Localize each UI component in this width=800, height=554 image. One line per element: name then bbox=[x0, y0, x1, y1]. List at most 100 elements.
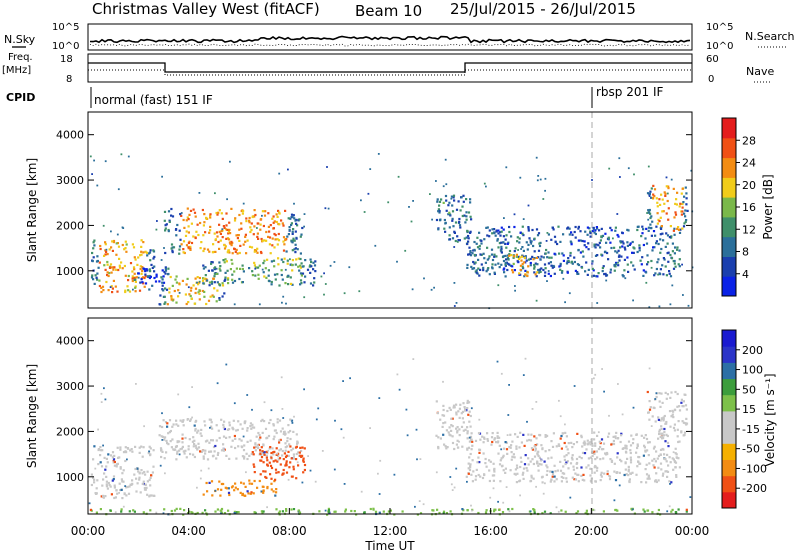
echo-cell bbox=[659, 435, 662, 439]
echo-cell bbox=[282, 240, 285, 243]
echo-cell bbox=[589, 443, 592, 446]
echo-cell bbox=[115, 253, 118, 256]
echo-cell bbox=[616, 233, 619, 237]
echo-cell bbox=[276, 418, 279, 421]
echo-cell bbox=[659, 233, 662, 236]
echo-cell bbox=[647, 226, 650, 229]
y-tick-label: 1000 bbox=[56, 265, 84, 278]
echo-cell bbox=[197, 446, 201, 449]
echo-cell bbox=[479, 253, 482, 256]
echo-cell bbox=[186, 216, 189, 219]
echo-cell bbox=[442, 380, 444, 383]
echo-cell bbox=[314, 260, 317, 263]
echo-cell bbox=[176, 452, 179, 455]
echo-cell bbox=[675, 474, 678, 477]
echo-cell bbox=[189, 418, 192, 421]
echo-cell bbox=[501, 511, 505, 514]
echo-cell bbox=[589, 474, 592, 477]
echo-cell bbox=[131, 479, 134, 482]
echo-cell bbox=[302, 459, 305, 462]
echo-cell bbox=[185, 244, 189, 247]
echo-cell bbox=[118, 257, 121, 260]
echo-cell bbox=[595, 226, 598, 229]
echo-cell bbox=[93, 445, 96, 448]
echo-cell bbox=[150, 494, 153, 497]
echo-cell bbox=[243, 422, 246, 425]
echo-cell bbox=[511, 265, 514, 268]
echo-cell bbox=[199, 477, 202, 480]
echo-cell bbox=[678, 231, 682, 234]
echo-cell bbox=[648, 477, 651, 480]
echo-cell bbox=[666, 441, 670, 444]
echo-cell bbox=[488, 235, 491, 238]
echo-cell bbox=[542, 492, 545, 495]
echo-cell bbox=[609, 241, 612, 244]
echo-cell bbox=[306, 268, 310, 271]
echo-cell bbox=[469, 463, 472, 466]
echo-cell bbox=[632, 251, 635, 254]
echo-cell bbox=[93, 244, 96, 247]
echo-cell bbox=[677, 228, 681, 231]
echo-cell bbox=[177, 424, 180, 427]
echo-cell bbox=[296, 224, 299, 227]
echo-cell bbox=[662, 239, 665, 242]
echo-cell bbox=[540, 255, 543, 258]
echo-cell bbox=[505, 486, 508, 488]
echo-cell bbox=[500, 247, 503, 251]
echo-cell bbox=[677, 440, 680, 444]
echo-cell bbox=[156, 220, 158, 222]
echo-cell bbox=[115, 242, 118, 245]
echo-cell bbox=[657, 218, 660, 221]
echo-cell bbox=[333, 261, 336, 263]
echo-cell bbox=[273, 246, 276, 249]
echo-cell bbox=[508, 230, 511, 234]
echo-cell bbox=[511, 269, 514, 272]
echo-cell bbox=[349, 377, 351, 380]
echo-cell bbox=[176, 223, 179, 227]
echo-cell bbox=[102, 224, 105, 227]
echo-cell bbox=[207, 467, 210, 470]
echo-cell bbox=[102, 494, 105, 497]
echo-cell bbox=[581, 239, 584, 243]
echo-cell bbox=[186, 419, 189, 421]
echo-cell bbox=[267, 235, 270, 238]
echo-cell bbox=[573, 478, 576, 481]
echo-cell bbox=[449, 408, 452, 411]
echo-cell bbox=[662, 416, 665, 419]
echo-cell bbox=[117, 188, 120, 191]
echo-cell bbox=[667, 260, 670, 263]
echo-cell bbox=[645, 281, 648, 284]
echo-cell bbox=[404, 249, 407, 252]
echo-cell bbox=[602, 265, 605, 268]
echo-cell bbox=[195, 230, 198, 233]
echo-cell bbox=[547, 251, 550, 254]
echo-cell bbox=[348, 266, 351, 269]
echo-cell bbox=[589, 467, 592, 470]
echo-cell bbox=[628, 243, 631, 246]
echo-cell bbox=[294, 446, 298, 449]
echo-cell bbox=[97, 463, 100, 466]
x-tick-label: 04:00 bbox=[171, 524, 206, 538]
echo-cell bbox=[269, 224, 272, 227]
echo-cell bbox=[473, 253, 476, 257]
echo-cell bbox=[175, 419, 178, 422]
echo-cell bbox=[521, 262, 524, 265]
echo-cell bbox=[527, 457, 530, 460]
echo-cell bbox=[219, 265, 222, 268]
echo-cell bbox=[585, 448, 588, 451]
echo-cell bbox=[610, 443, 613, 446]
echo-cell bbox=[222, 426, 225, 429]
echo-cell bbox=[551, 266, 554, 269]
colorbar-segment bbox=[722, 491, 736, 509]
echo-cell bbox=[118, 266, 122, 269]
echo-cell bbox=[668, 272, 671, 275]
echo-cell bbox=[644, 237, 647, 240]
echo-cell bbox=[591, 179, 593, 181]
echo-cell bbox=[491, 440, 494, 444]
echo-cell bbox=[683, 212, 686, 215]
echo-cell bbox=[239, 491, 242, 494]
echo-cell bbox=[106, 263, 109, 266]
echo-cell bbox=[251, 270, 254, 273]
echo-cell bbox=[256, 235, 259, 238]
